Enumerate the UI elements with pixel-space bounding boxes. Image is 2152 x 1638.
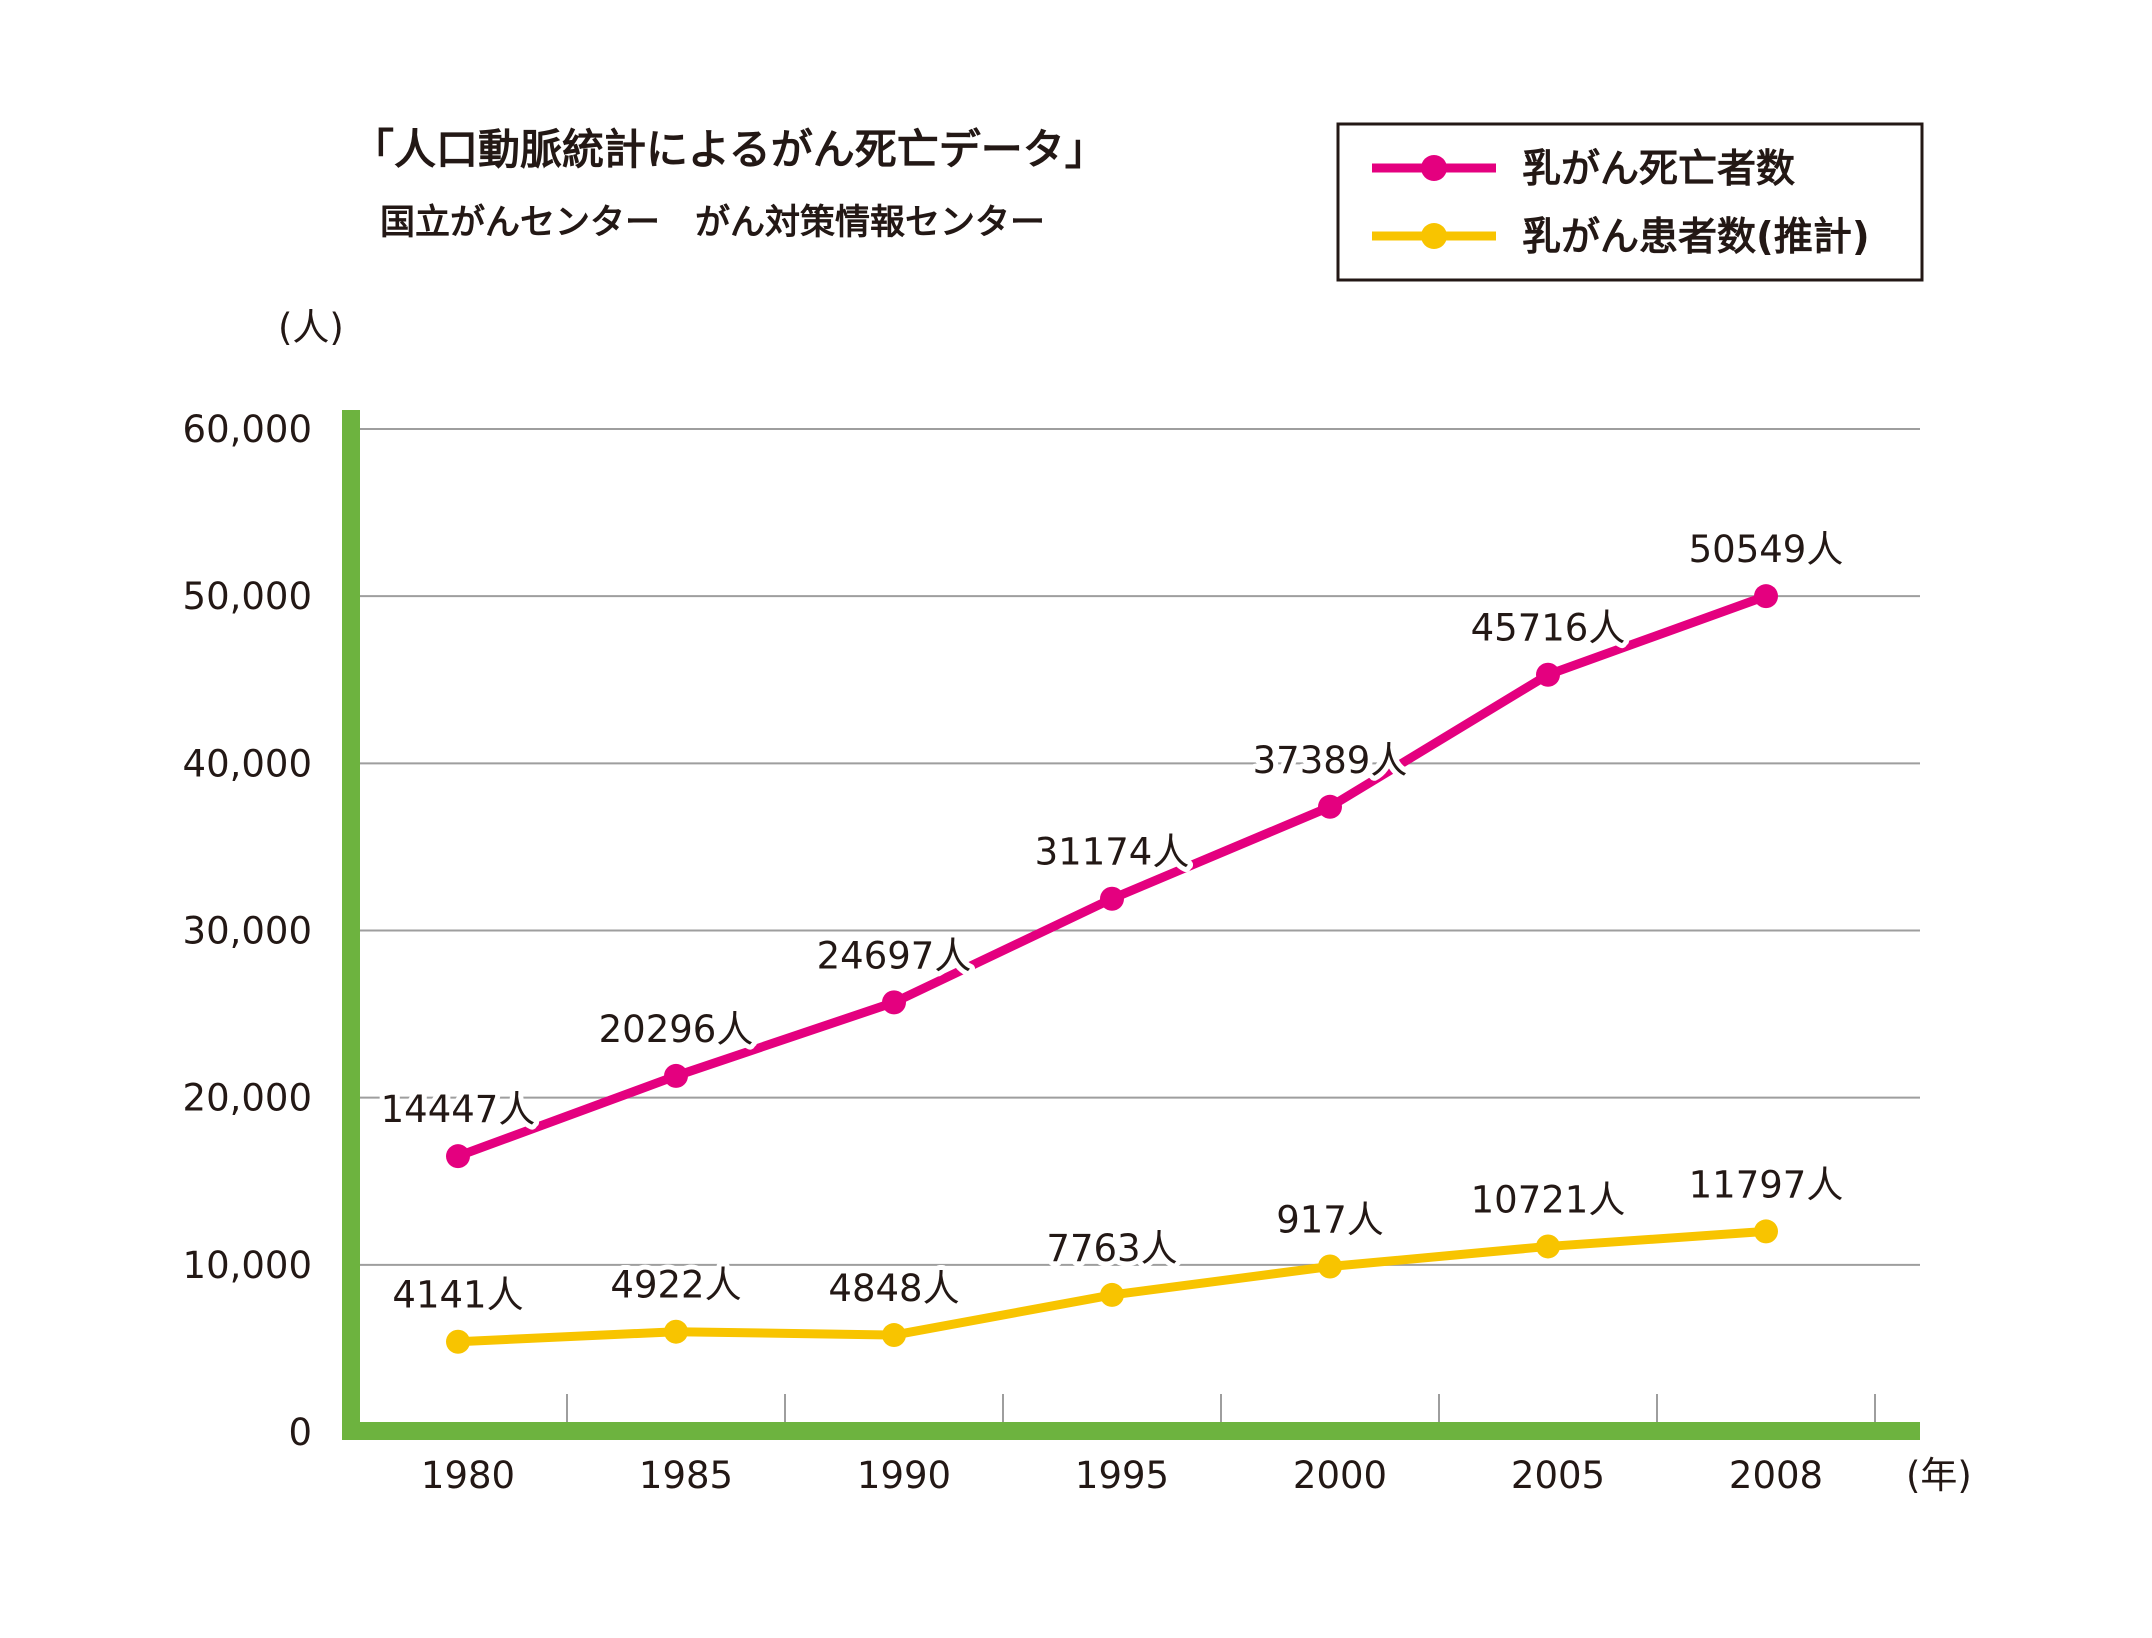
y-tick-label: 10,000 [183, 1244, 312, 1287]
legend-label: 乳がん患者数(推計) [1522, 215, 1870, 260]
series-line [453, 591, 1771, 1161]
data-label: 50549人 [1689, 528, 1844, 571]
data-label: 31174人 [1035, 831, 1190, 874]
x-tick-label: 2005 [1511, 1454, 1605, 1497]
legend-swatch-marker [1421, 223, 1447, 249]
legend-label: 乳がん死亡者数 [1522, 147, 1795, 192]
x-tick-label: 1990 [857, 1454, 951, 1497]
data-label: 37389人 [1253, 739, 1408, 782]
data-label: 917人 [1276, 1199, 1384, 1242]
legend-box [1336, 122, 1924, 282]
x-tick-label: 1995 [1075, 1454, 1169, 1497]
x-axis-line [342, 1422, 1920, 1440]
y-axis-line [342, 410, 360, 1440]
data-point [1100, 1282, 1124, 1307]
legend: 乳がん死亡者数 乳がん患者数(推計) [1336, 122, 1924, 282]
data-label: 7763人 [1046, 1227, 1177, 1270]
data-point [446, 1329, 470, 1354]
data-point [1536, 1234, 1560, 1259]
data-label: 45716人 [1471, 607, 1626, 650]
data-point [1318, 1254, 1342, 1279]
y-tick-label: 40,000 [183, 742, 312, 785]
data-point [1754, 1219, 1778, 1244]
data-labels: 14447人 20296人 24697人 31174人 37389人 45716人 5054… [376, 523, 1849, 1322]
data-point [1318, 794, 1342, 819]
y-tick-label: 50,000 [183, 575, 312, 618]
y-tick-label: 0 [288, 1411, 312, 1454]
chart-subtitle: 国立がんセンター がん対策情報センター [380, 203, 1045, 243]
data-point [882, 990, 906, 1015]
x-tick-labels: 1980 1985 1990 1995 2000 2005 2008 [421, 1454, 1823, 1497]
data-point [882, 1323, 906, 1348]
data-label: 4141人 [392, 1274, 523, 1317]
data-point [1754, 584, 1778, 609]
x-axis-unit-label: (年) [1906, 1454, 1972, 1497]
x-tick-label: 2008 [1729, 1454, 1823, 1497]
y-tick-label: 60,000 [183, 408, 312, 451]
data-point [1536, 662, 1560, 687]
chart-title: 「人口動脈統計によるがん死亡データ」 [352, 125, 1107, 174]
data-label: 11797人 [1689, 1163, 1844, 1206]
data-label: 24697人 [817, 934, 972, 977]
data-label: 4848人 [828, 1267, 959, 1310]
x-tick-label: 1980 [421, 1454, 515, 1497]
series-lines [446, 584, 1778, 1354]
axes [342, 410, 1920, 1440]
data-point [664, 1319, 688, 1344]
y-axis-unit-label: (人) [278, 306, 344, 349]
y-tick-labels: 0 10,000 20,000 30,000 40,000 50,000 60,000 [183, 408, 312, 1454]
x-tick-label: 2000 [1293, 1454, 1387, 1497]
data-label: 10721人 [1471, 1178, 1626, 1221]
y-tick-label: 30,000 [183, 910, 312, 953]
data-label: 14447人 [381, 1088, 536, 1131]
y-tick-label: 20,000 [183, 1077, 312, 1120]
data-point [1100, 886, 1124, 911]
data-label: 20296人 [599, 1008, 754, 1051]
data-point [664, 1063, 688, 1088]
legend-swatch-marker [1421, 155, 1447, 181]
data-point [446, 1144, 470, 1169]
x-tick-label: 1985 [639, 1454, 733, 1497]
data-label: 4922人 [610, 1264, 741, 1307]
